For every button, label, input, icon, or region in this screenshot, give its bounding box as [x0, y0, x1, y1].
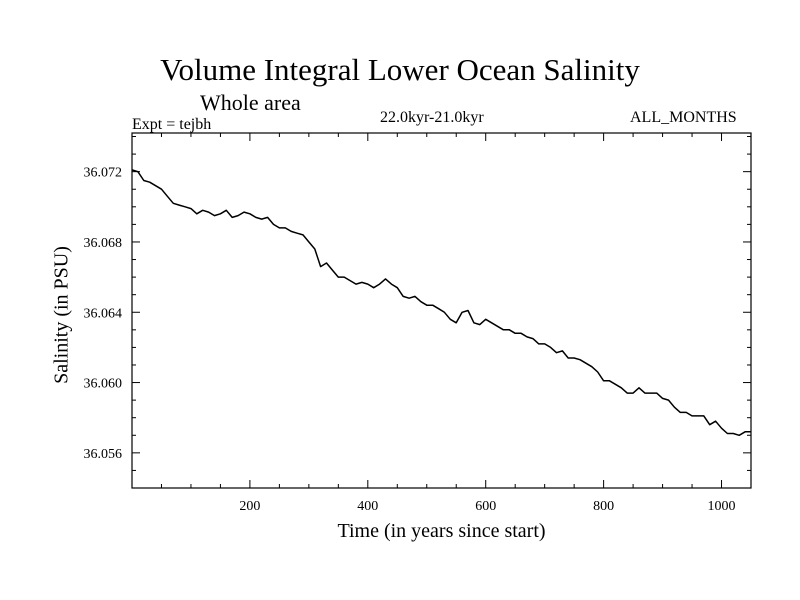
chart-title: Volume Integral Lower Ocean Salinity — [160, 52, 640, 87]
salinity-series-line — [131, 169, 751, 437]
y-tick-label: 36.060 — [84, 377, 123, 392]
x-tick-label: 200 — [239, 499, 260, 514]
y-tick-label: 36.072 — [84, 166, 123, 181]
y-axis-label: Salinity (in PSU) — [50, 246, 73, 384]
x-axis-label: Time (in years since start) — [337, 520, 546, 542]
x-tick-label: 800 — [593, 499, 614, 514]
period-label: 22.0kyr-21.0kyr — [380, 109, 484, 126]
experiment-label: Expt = tejbh — [132, 116, 212, 133]
tick-label-layer: 200 400 600 800 1000 36.056 36.060 36.064 36.068… — [84, 166, 736, 514]
y-tick-label: 36.056 — [84, 447, 123, 462]
chart-subtitle: Whole area — [200, 90, 301, 115]
x-tick-label: 400 — [357, 499, 378, 514]
x-tick-label: 600 — [475, 499, 496, 514]
plot-frame — [131, 132, 752, 489]
tick-layer — [132, 133, 751, 488]
y-tick-label: 36.068 — [84, 236, 123, 251]
x-tick-label: 1000 — [708, 499, 736, 514]
y-tick-label: 36.064 — [84, 306, 123, 321]
months-label: ALL_MONTHS — [630, 109, 737, 126]
